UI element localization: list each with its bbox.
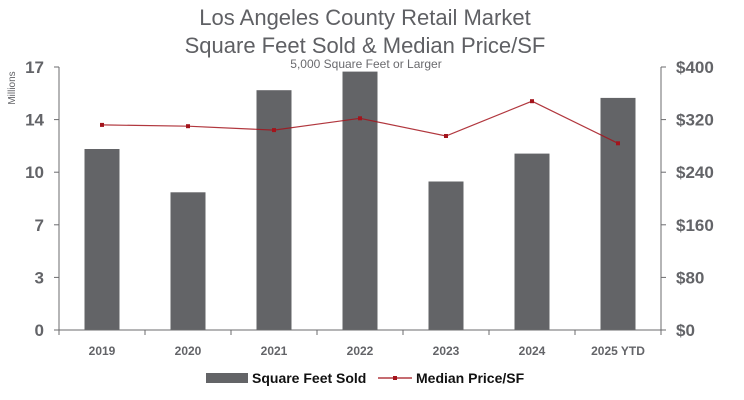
legend-label-median-price: Median Price/SF [416,370,525,386]
left-axis-label: Millions [7,71,18,104]
bar-2021 [256,90,292,330]
chart-subtitle: 5,000 Square Feet or Larger [290,57,441,71]
chart-title-line-1: Los Angeles County Retail Market [199,5,530,30]
right-tick-label: $320 [676,111,714,130]
x-tick-label: 2022 [347,344,374,358]
right-tick-label: $80 [676,268,704,287]
x-tick-label: 2023 [433,344,460,358]
legend: Square Feet Sold Median Price/SF [206,370,525,386]
left-axis-ticks: 0 3 7 10 14 17 [25,58,59,340]
x-tick-label: 2020 [175,344,202,358]
bars-layer [84,71,636,331]
legend-swatch-square-feet-sold [206,373,248,383]
bar-2025-ytd [600,97,636,331]
right-axis-ticks: $0 $80 $160 $240 $320 $400 [661,58,714,340]
right-tick-label: $160 [676,216,714,235]
bar-2020 [170,192,206,330]
median-price-point-2025-ytd [616,141,620,146]
left-tick-label: 10 [25,163,44,182]
legend-label-square-feet-sold: Square Feet Sold [252,370,366,386]
median-price-point-2021 [272,128,276,133]
x-axis-ticks: 2019 2020 2021 2022 2023 2024 2025 YTD [58,330,662,358]
axes-layer [54,67,666,331]
right-tick-label: $240 [676,163,714,182]
x-tick-label: 2025 YTD [591,344,645,358]
line-layer [100,99,620,146]
median-price-point-2023 [444,134,448,138]
bar-2022 [342,71,378,330]
bar-2023 [428,181,464,330]
left-tick-label: 0 [35,321,44,340]
median-price-point-2020 [186,124,190,129]
x-tick-label: 2024 [519,344,546,358]
left-tick-label: 3 [35,268,44,287]
right-tick-label: $0 [676,321,695,340]
chart-title-line-2: Square Feet Sold & Median Price/SF [185,33,546,58]
x-tick-label: 2021 [261,344,288,358]
right-tick-label: $400 [676,58,714,77]
bar-2019 [84,149,120,330]
bar-2024 [514,153,550,330]
left-tick-label: 7 [35,216,44,235]
legend-swatch-median-price-marker [393,376,397,380]
median-price-point-2024 [530,99,534,104]
left-tick-label: 14 [25,111,44,130]
median-price-point-2022 [358,116,362,121]
left-tick-label: 17 [25,58,44,77]
median-price-point-2019 [100,122,104,127]
x-tick-label: 2019 [89,344,116,358]
